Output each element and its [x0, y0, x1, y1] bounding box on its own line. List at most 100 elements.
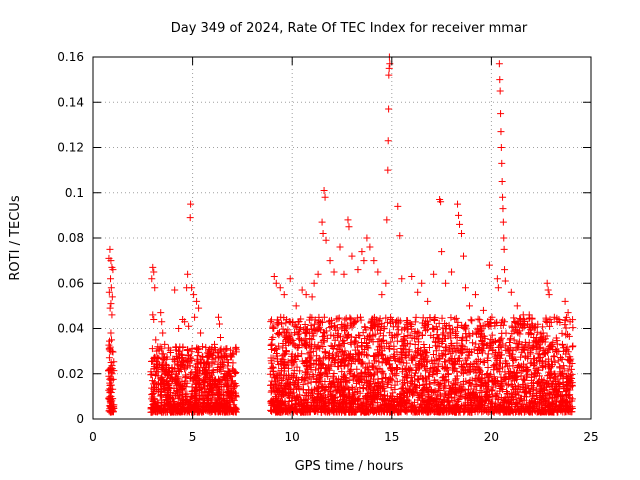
data-point	[456, 220, 464, 228]
data-point	[284, 358, 292, 366]
data-point	[149, 311, 157, 319]
data-point	[442, 351, 450, 359]
data-point	[467, 402, 475, 410]
data-point	[411, 335, 419, 343]
data-point	[164, 381, 172, 389]
data-point	[353, 314, 361, 322]
data-point	[231, 368, 239, 376]
data-point	[552, 398, 560, 406]
data-point	[210, 348, 218, 356]
data-point	[288, 350, 296, 358]
data-point	[517, 403, 525, 411]
data-point	[413, 363, 421, 371]
data-point	[568, 360, 576, 368]
data-point	[354, 396, 362, 404]
data-point	[378, 347, 386, 355]
data-point	[305, 392, 313, 400]
data-point	[499, 218, 507, 226]
data-point	[472, 357, 480, 365]
data-point	[225, 389, 233, 397]
data-point	[364, 352, 372, 360]
data-point	[388, 376, 396, 384]
data-point	[338, 383, 346, 391]
data-point	[200, 364, 208, 372]
data-point	[169, 376, 177, 384]
data-point	[276, 284, 284, 292]
data-point	[501, 266, 509, 274]
data-point	[561, 408, 569, 416]
data-point	[410, 388, 418, 396]
data-point	[451, 401, 459, 409]
data-point	[495, 60, 503, 68]
data-point	[429, 371, 437, 379]
data-point	[108, 293, 116, 301]
data-point	[161, 340, 169, 348]
data-point	[177, 362, 185, 370]
data-point	[274, 369, 282, 377]
data-point	[413, 383, 421, 391]
data-point	[408, 272, 416, 280]
data-point	[476, 387, 484, 395]
data-point	[178, 386, 186, 394]
data-point	[529, 341, 537, 349]
data-point	[321, 378, 329, 386]
data-point	[569, 342, 577, 350]
data-point	[405, 346, 413, 354]
data-point	[195, 304, 203, 312]
data-point	[352, 339, 360, 347]
x-tick-label: 10	[285, 430, 300, 444]
data-point	[382, 314, 390, 322]
data-point	[330, 408, 338, 416]
data-point	[335, 375, 343, 383]
data-point	[566, 372, 574, 380]
data-point	[356, 332, 364, 340]
data-point	[472, 369, 480, 377]
data-point	[194, 399, 202, 407]
data-point	[514, 329, 522, 337]
data-point	[210, 378, 218, 386]
data-point	[418, 279, 426, 287]
data-point	[434, 360, 442, 368]
data-point	[318, 318, 326, 326]
data-point	[385, 71, 393, 79]
data-point	[375, 358, 383, 366]
data-point	[270, 272, 278, 280]
data-point	[547, 318, 555, 326]
data-point	[468, 408, 476, 416]
data-point	[359, 398, 367, 406]
data-point	[479, 306, 487, 314]
data-point	[519, 381, 527, 389]
data-point	[298, 286, 306, 294]
data-point	[173, 374, 181, 382]
data-point	[293, 344, 301, 352]
data-point	[552, 373, 560, 381]
x-tick-label: 15	[384, 430, 399, 444]
y-tick-label: 0.16	[57, 50, 84, 64]
axis-ticks: 0 0.02 0.04 0.06 0.08 0.1 0.12 0.14 0.16 0 5 10 15 20…	[57, 50, 598, 444]
data-point	[344, 216, 352, 224]
data-point	[106, 304, 114, 312]
y-tick-label: 0	[76, 412, 84, 426]
data-point	[498, 159, 506, 167]
data-point	[410, 398, 418, 406]
data-point	[471, 291, 479, 299]
data-point	[232, 344, 240, 352]
data-point	[175, 367, 183, 375]
data-point	[328, 379, 336, 387]
data-point	[107, 381, 115, 389]
data-point	[443, 408, 451, 416]
data-point	[474, 404, 482, 412]
data-point	[221, 397, 229, 405]
data-point	[333, 349, 341, 357]
data-point	[287, 337, 295, 345]
data-point	[546, 390, 554, 398]
data-point	[267, 318, 275, 326]
data-point	[369, 362, 377, 370]
data-point	[458, 362, 466, 370]
data-point	[533, 379, 541, 387]
data-point	[493, 318, 501, 326]
data-point	[158, 354, 166, 362]
data-point	[564, 382, 572, 390]
data-point	[396, 232, 404, 240]
data-point	[203, 360, 211, 368]
